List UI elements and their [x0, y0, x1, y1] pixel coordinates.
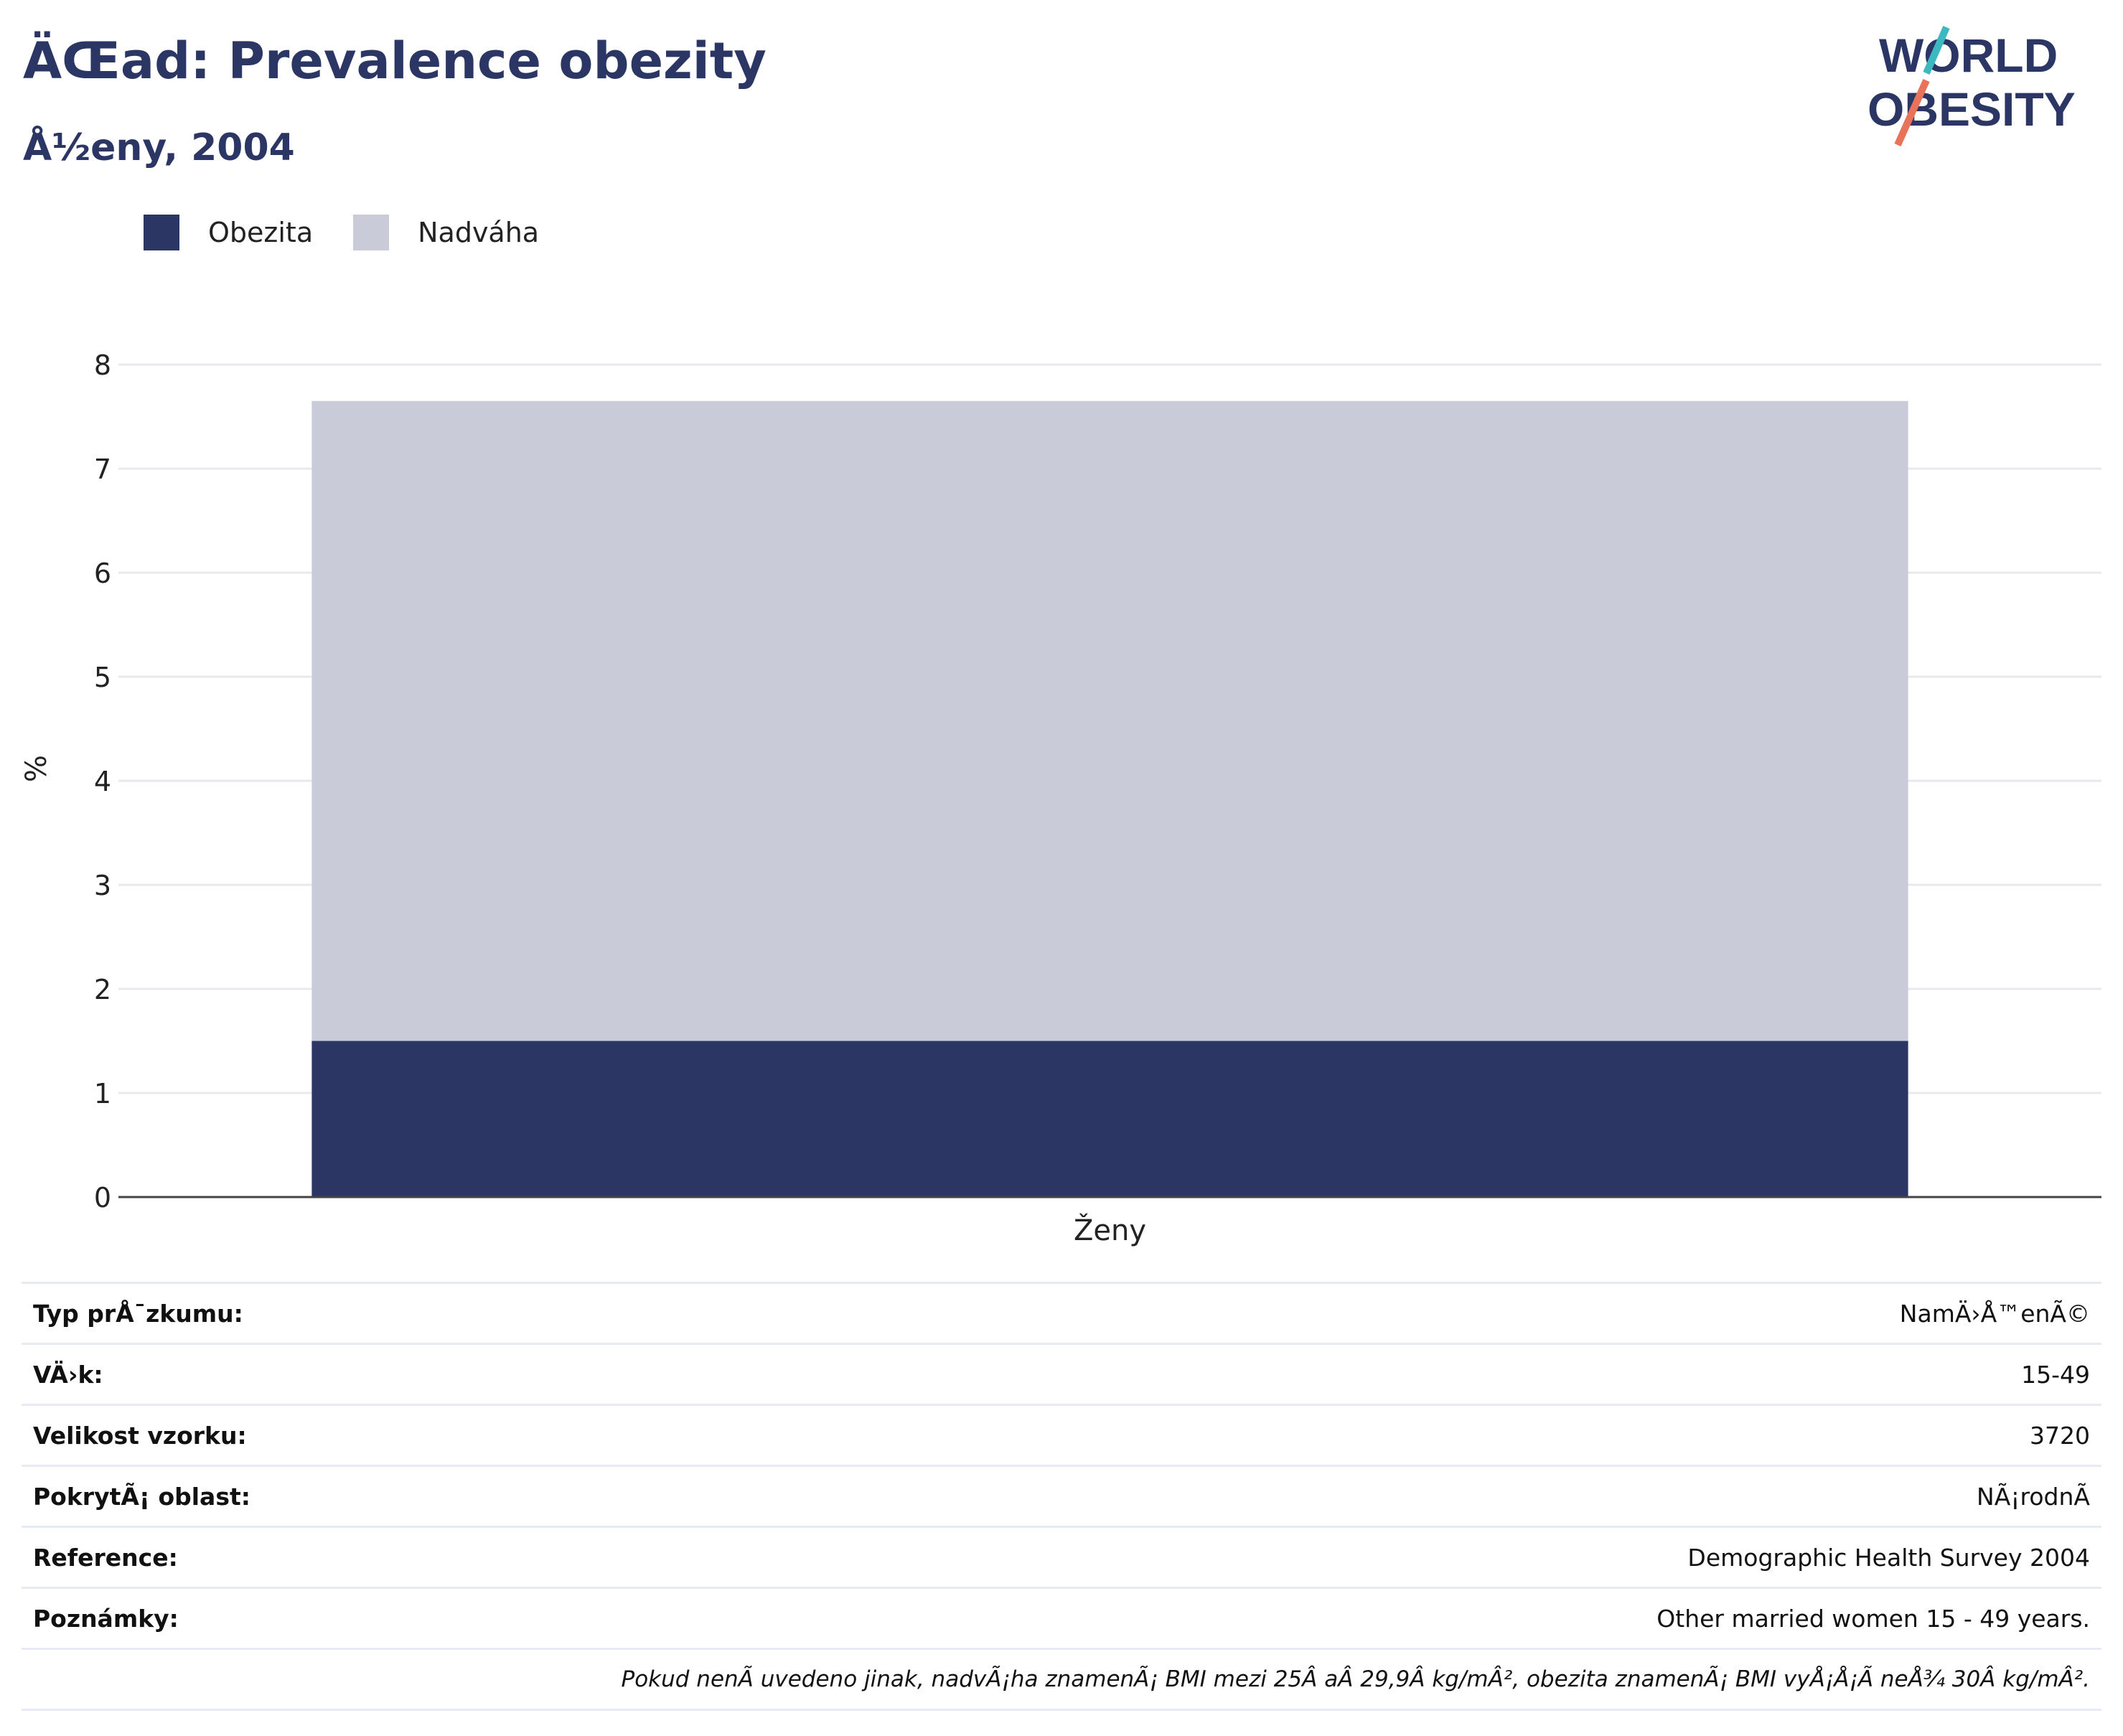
bar-segment-obezita	[311, 1041, 1908, 1197]
bar-chart: 0 1 2 3 4 5 6 7 8 Ženy	[94, 349, 2101, 1247]
logo-slash-top	[1923, 25, 1950, 75]
legend-item-nadvaha[interactable]: Nadváha	[353, 215, 539, 250]
survey-info-table: Typ prÅ¯zkumu: NamÄ›Å™enÃ© VÄ›k: 15-49 V…	[22, 1282, 2101, 1711]
info-row-reference: Reference: Demographic Health Survey 200…	[22, 1526, 2101, 1587]
logo-line-1: WORLD	[1879, 29, 2058, 82]
info-key: Typ prÅ¯zkumu:	[33, 1299, 243, 1328]
legend-item-obezita[interactable]: Obezita	[144, 215, 313, 250]
info-row-footnote: Pokud nenÃ uvedeno jinak, nadvÃ¡ha zname…	[22, 1648, 2101, 1711]
y-axis-label: %	[20, 754, 53, 782]
info-row-survey-type: Typ prÅ¯zkumu: NamÄ›Å™enÃ©	[22, 1282, 2101, 1343]
info-value: 15-49	[2021, 1360, 2090, 1389]
info-key: PokrytÃ¡ oblast:	[33, 1482, 250, 1511]
legend-swatch-nadvaha	[353, 215, 390, 250]
y-tick-label: 1	[94, 1078, 111, 1109]
legend-label-nadvaha: Nadváha	[418, 217, 540, 248]
chart-title: ÄŒad: Prevalence obezity	[23, 32, 767, 90]
legend-label-obezita: Obezita	[208, 217, 314, 248]
bar-segment-nadvaha	[311, 400, 1908, 1041]
y-tick-label: 0	[94, 1182, 111, 1214]
info-value: NÃ¡rodnÃ	[1977, 1482, 2090, 1511]
info-value: NamÄ›Å™enÃ©	[1899, 1299, 2090, 1328]
y-tick-label: 8	[94, 349, 111, 381]
info-value: Demographic Health Survey 2004	[1687, 1543, 2090, 1572]
chart-subtitle: Å½eny, 2004	[23, 126, 295, 169]
definition-footnote: Pokud nenÃ uvedeno jinak, nadvÃ¡ha zname…	[621, 1666, 2090, 1692]
info-key: Velikost vzorku:	[33, 1421, 247, 1450]
info-key: VÄ›k:	[33, 1360, 103, 1389]
x-tick-label: Ženy	[1074, 1213, 1146, 1247]
info-value: 3720	[2030, 1421, 2090, 1450]
chart-legend: Obezita Nadváha	[144, 212, 579, 253]
y-tick-label: 6	[94, 558, 111, 589]
y-tick-label: 2	[94, 974, 111, 1005]
info-key: Poznámky:	[33, 1604, 179, 1633]
y-tick-label: 4	[94, 766, 111, 797]
legend-swatch-obezita	[144, 215, 179, 250]
info-row-area-covered: PokrytÃ¡ oblast: NÃ¡rodnÃ	[22, 1465, 2101, 1526]
info-row-age: VÄ›k: 15-49	[22, 1343, 2101, 1404]
y-tick-label: 5	[94, 662, 111, 693]
logo-slash-bottom	[1894, 78, 1930, 147]
info-row-notes: Poznámky: Other married women 15 - 49 ye…	[22, 1587, 2101, 1648]
world-obesity-logo: WORLD OBESITY	[1867, 25, 2076, 147]
y-tick-label: 7	[94, 454, 111, 485]
y-tick-label: 3	[94, 870, 111, 901]
logo-line-2: OBESITY	[1867, 83, 2076, 136]
info-value: Other married women 15 - 49 years.	[1656, 1604, 2090, 1633]
info-row-sample-size: Velikost vzorku: 3720	[22, 1404, 2101, 1465]
info-key: Reference:	[33, 1543, 178, 1572]
